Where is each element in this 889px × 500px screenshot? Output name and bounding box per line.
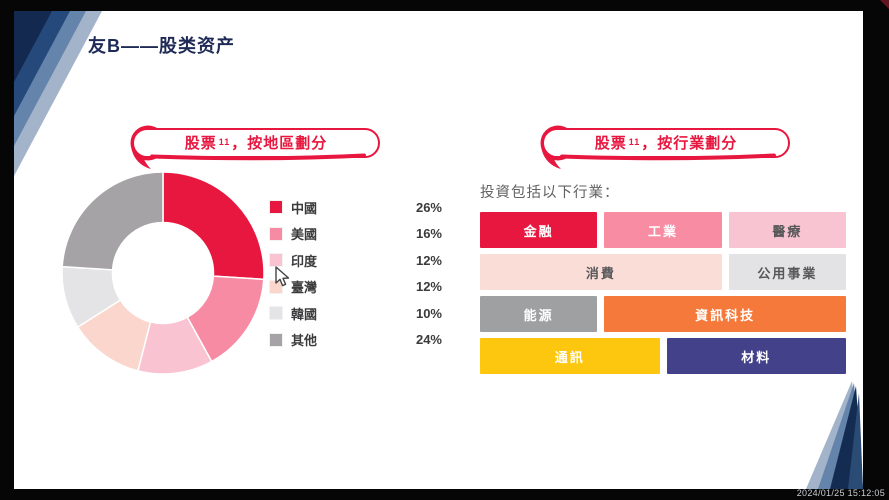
- legend-value: 26%: [415, 199, 442, 215]
- industry-box: 消費: [480, 254, 722, 290]
- region-legend: 中國 26% 美國 16% 印度 12% 臺灣 12% 韓國 10% 其他 24%: [269, 194, 442, 354]
- donut-segment: [61, 171, 164, 271]
- donut-segment: [162, 171, 265, 281]
- legend-swatch: [269, 226, 283, 241]
- legend-label: 韓國: [291, 306, 318, 322]
- banner-text-prefix: 股票: [184, 134, 217, 152]
- legend-item: 中國 26%: [269, 194, 442, 221]
- legend-swatch: [269, 200, 283, 215]
- legend-swatch: [269, 253, 283, 268]
- legend-label: 印度: [291, 253, 318, 269]
- page-title: 友B——股类资产: [88, 36, 235, 56]
- industry-box: 通訊: [480, 338, 660, 374]
- legend-value: 10%: [415, 305, 442, 321]
- industry-box: 能源: [480, 296, 598, 332]
- industry-section-banner: 股票 11 ，按行業劃分: [528, 124, 792, 172]
- industry-box: 醫療: [728, 212, 846, 248]
- legend-value: 12%: [415, 279, 442, 295]
- industry-box: 材料: [666, 338, 846, 374]
- legend-label: 中國: [291, 200, 318, 216]
- banner-footnote: 11: [628, 137, 641, 147]
- region-section-banner: 股票 11 ，按地區劃分: [118, 124, 382, 172]
- banner-text-suffix: ，按地區劃分: [231, 134, 328, 152]
- legend-item: 韓國 10%: [269, 300, 442, 327]
- legend-swatch: [269, 306, 283, 321]
- legend-value: 12%: [415, 252, 442, 268]
- ribbon-decoration: [130, 125, 380, 169]
- industry-grid: 金融 工業 醫療 消費 公用事業能源 資訊科技通訊 材料: [480, 212, 846, 374]
- video-timestamp: 2024/01/25 15:12:05: [796, 488, 885, 498]
- legend-label: 其他: [291, 333, 318, 349]
- legend-item: 臺灣 12%: [269, 274, 442, 301]
- legend-item: 其他 24%: [269, 327, 442, 354]
- banner-footnote: 11: [218, 137, 231, 147]
- region-banner-title: 股票 11 ，按地區劃分: [133, 128, 379, 156]
- corner-accent-mark: [880, 0, 889, 9]
- ribbon-decoration: [540, 125, 790, 169]
- region-donut: [61, 171, 265, 375]
- industry-box: 金融: [480, 212, 598, 248]
- industry-box: 公用事業: [728, 254, 846, 290]
- industry-box: 工業: [604, 212, 722, 248]
- region-donut-chart: [58, 168, 268, 378]
- legend-item: 印度 12%: [269, 247, 442, 274]
- legend-value: 16%: [415, 226, 442, 242]
- legend-swatch: [269, 279, 283, 294]
- industry-banner-title: 股票 11 ，按行業劃分: [543, 128, 789, 156]
- legend-swatch: [269, 332, 283, 347]
- bottom-right-wedge-decoration: [806, 381, 863, 489]
- legend-value: 24%: [415, 332, 442, 348]
- legend-item: 美國 16%: [269, 221, 442, 248]
- mouse-cursor-icon: [275, 266, 290, 287]
- slide: 友B——股类资产 股票 11 ，按地區劃分 股票 11 ，按行業劃分: [14, 11, 863, 489]
- legend-label: 美國: [291, 227, 318, 243]
- banner-text-suffix: ，按行業劃分: [641, 134, 738, 152]
- legend-label: 臺灣: [291, 280, 318, 296]
- industry-intro-text: 投資包括以下行業：: [480, 185, 620, 201]
- banner-text-prefix: 股票: [594, 134, 627, 152]
- industry-box: 資訊科技: [604, 296, 846, 332]
